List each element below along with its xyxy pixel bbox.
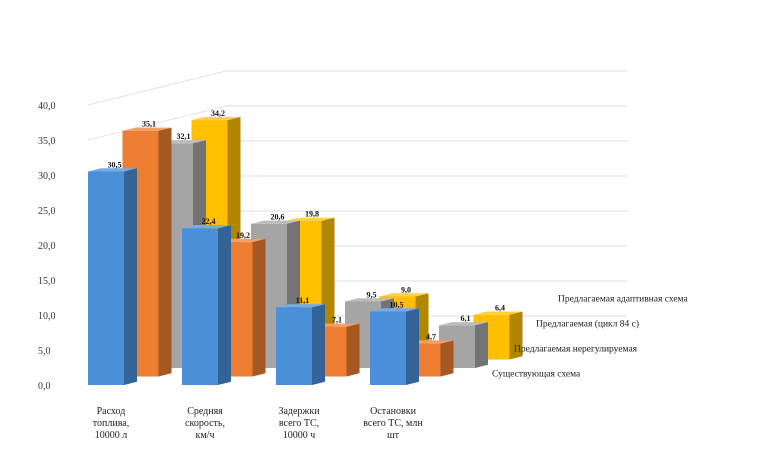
bar-side — [218, 225, 231, 385]
data-labels: 34,2 19,8 9,0 6,4 32,1 20,6 9,5 6,1 35,1 19,2 7,1 4… — [108, 109, 506, 341]
series-label: Предлагаемая (цикл 84 с) — [536, 319, 639, 330]
category-label: Задержки всего ТС, 10000 ч — [278, 406, 320, 441]
category-label-line: км/ч — [196, 430, 215, 441]
series-label: Предлагаемая нерегулируемая — [514, 345, 638, 355]
y-axis: 0,0 5,0 10,0 15,0 20,0 25,0 30,0 35,0 40,0 — [38, 101, 56, 392]
bar — [182, 225, 231, 385]
bar-side — [346, 323, 360, 377]
bars — [88, 116, 523, 385]
data-label: 19,8 — [305, 210, 319, 219]
category-label-line: 10000 л — [95, 430, 128, 441]
bar-top — [370, 308, 419, 312]
data-label: 19,2 — [236, 231, 250, 240]
y-tick-label: 5,0 — [38, 346, 51, 357]
data-label: 22,4 — [202, 217, 216, 226]
bar-side — [124, 168, 137, 385]
bar-top — [379, 293, 429, 297]
x-axis: Расход топлива, 10000 л Средняя скорость, км/… — [93, 406, 424, 441]
series-label: Существующая схема — [492, 370, 581, 380]
bar-side — [312, 304, 325, 385]
bar-side — [509, 311, 523, 360]
category-label: Расход топлива, 10000 л — [93, 406, 129, 441]
bar-top — [285, 217, 335, 221]
gridline-side — [87, 105, 227, 141]
bar-top — [182, 225, 231, 229]
data-label: 7,1 — [332, 316, 342, 325]
bar-front — [276, 307, 312, 385]
bar-front — [88, 171, 124, 385]
bar-top — [473, 311, 523, 315]
category-label-line: Средняя — [187, 406, 223, 417]
data-label: 11,1 — [296, 296, 310, 305]
bar-side — [406, 308, 419, 385]
bar-side — [475, 322, 488, 368]
y-tick-label: 15,0 — [38, 276, 56, 287]
category-label-line: всего ТС, — [279, 418, 319, 429]
bar-top — [191, 116, 241, 121]
data-label: 35,1 — [142, 120, 156, 129]
y-tick-label: 30,0 — [38, 171, 56, 182]
category-label-line: Расход — [97, 406, 126, 417]
bar-side — [158, 127, 172, 377]
bar-front — [370, 311, 406, 385]
bar-side — [440, 340, 454, 377]
data-label: 20,6 — [271, 213, 285, 222]
bar — [370, 308, 419, 385]
gridline-side — [87, 70, 227, 106]
data-label: 9,0 — [401, 285, 411, 294]
data-label: 4,7 — [426, 332, 436, 341]
y-tick-label: 40,0 — [38, 101, 56, 112]
category-label: Остановки всего ТС, млн шт — [363, 406, 423, 441]
bar-top — [122, 127, 172, 131]
category-label-line: шт — [387, 430, 400, 441]
bar-top — [251, 220, 300, 224]
data-label: 30,5 — [108, 160, 122, 169]
bar-front — [182, 228, 218, 385]
series-labels: Существующая схема Предлагаемая нерегулир… — [492, 295, 688, 380]
data-label: 9,5 — [367, 290, 377, 299]
category-label-line: Остановки — [370, 406, 417, 417]
bar-top — [439, 322, 488, 326]
category-label-line: Задержки — [278, 406, 320, 417]
data-label: 6,1 — [461, 314, 471, 323]
category-label-line: всего ТС, млн — [363, 418, 423, 429]
bar — [88, 168, 137, 385]
bar-top — [276, 304, 325, 308]
bar-top — [345, 298, 394, 302]
y-tick-label: 25,0 — [38, 206, 56, 217]
bar — [276, 304, 325, 385]
bar-side — [252, 238, 266, 377]
series-label: Предлагаемая адаптивная схема — [558, 295, 688, 305]
y-tick-label: 10,0 — [38, 311, 56, 322]
y-tick-label: 0,0 — [38, 381, 51, 392]
data-label: 10,5 — [390, 300, 404, 309]
category-label-line: скорость, — [185, 418, 225, 429]
y-tick-label: 35,0 — [38, 136, 56, 147]
bar-top — [88, 168, 137, 172]
category-label-line: топлива, — [93, 418, 129, 429]
data-label: 32,1 — [177, 132, 191, 141]
y-tick-label: 20,0 — [38, 241, 56, 252]
category-label: Средняя скорость, км/ч — [185, 406, 225, 441]
data-label: 34,2 — [211, 109, 225, 118]
data-label: 6,4 — [495, 303, 505, 312]
category-label-line: 10000 ч — [283, 430, 316, 441]
